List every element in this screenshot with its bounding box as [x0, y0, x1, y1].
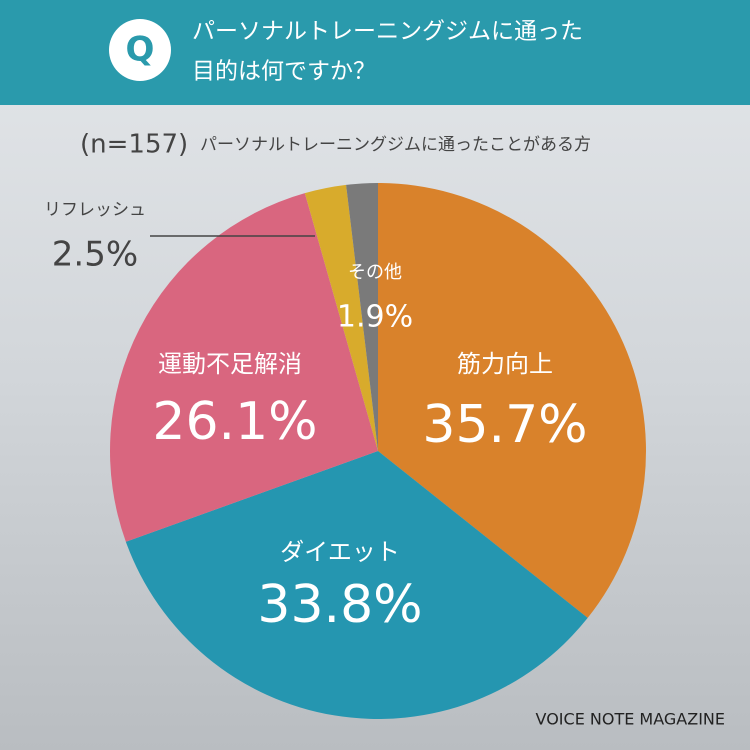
pie-slice [346, 183, 378, 451]
title-line: 目的は何ですか？ [192, 59, 376, 85]
category-label: ダイエット [280, 538, 400, 566]
value-label: 1.9% [337, 300, 413, 335]
category-label: その他 [348, 262, 402, 283]
category-label: リフレッシュ [44, 200, 146, 220]
sample-size: (n=157) [80, 130, 188, 160]
source: VOICE NOTE MAGAZINE [536, 710, 725, 729]
category-label: 運動不足解消 [158, 350, 302, 378]
subtitle-note: パーソナルトレーニングジムに通ったことがある方 [200, 135, 591, 155]
pie-slice [304, 184, 378, 451]
value-label: 35.7% [422, 395, 587, 455]
value-label: 33.8% [257, 575, 422, 635]
category-label: 筋力向上 [457, 350, 553, 378]
pie-slice [110, 193, 378, 542]
labels: 筋力向上 35.7% ダイエット 33.8% 運動不足解消 26.1% リフレッシュ 2.5%… [44, 200, 588, 635]
value-label: 26.1% [152, 392, 317, 452]
title-line: パーソナルトレーニングジムに通った [192, 19, 583, 45]
value-label: 2.5% [52, 235, 138, 275]
badge: Q [126, 30, 155, 70]
badge-circle [109, 19, 171, 81]
pie-slice [378, 183, 646, 618]
pie-slice [125, 451, 588, 719]
pie [110, 183, 646, 719]
